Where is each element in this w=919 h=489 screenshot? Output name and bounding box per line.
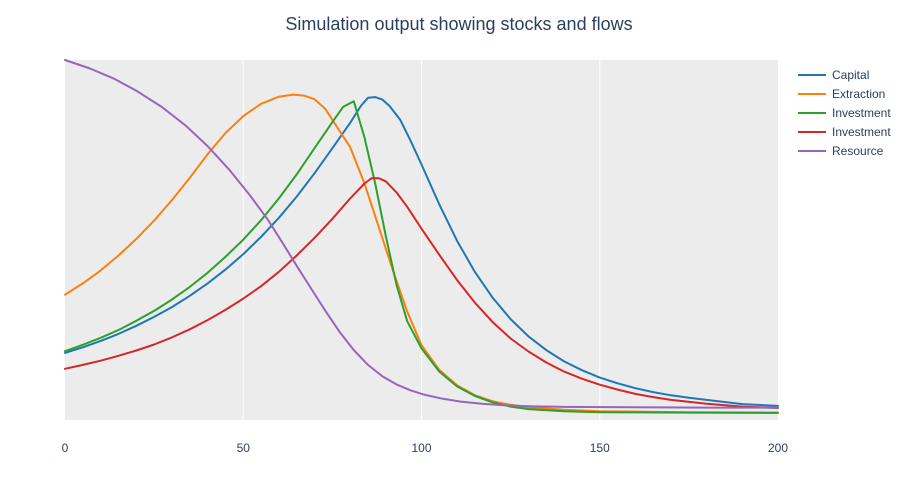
x-tick-label: 150 bbox=[590, 441, 610, 455]
legend-item[interactable]: Capital bbox=[798, 68, 869, 82]
legend-label: Extraction bbox=[832, 87, 885, 101]
legend-label: Investment bbox=[832, 125, 891, 139]
legend-label: Capital bbox=[832, 68, 869, 82]
chart-title: Simulation output showing stocks and flo… bbox=[285, 14, 632, 34]
legend-item[interactable]: Investment bbox=[798, 106, 891, 120]
legend-label: Resource bbox=[832, 144, 884, 158]
legend-item[interactable]: Investment bbox=[798, 125, 891, 139]
legend-label: Investment bbox=[832, 106, 891, 120]
legend-item[interactable]: Extraction bbox=[798, 87, 885, 101]
series-line-1 bbox=[64, 93, 779, 414]
series-line-4 bbox=[64, 59, 779, 409]
legend-item[interactable]: Resource bbox=[798, 144, 884, 158]
series-lines bbox=[64, 59, 779, 414]
x-tick-label: 0 bbox=[62, 441, 69, 455]
series-line-3 bbox=[64, 177, 779, 409]
legend[interactable]: Capital Extraction Investment Investment Res… bbox=[798, 68, 891, 158]
x-tick-label: 200 bbox=[768, 441, 788, 455]
series-line-0 bbox=[64, 96, 779, 407]
x-tick-label: 100 bbox=[411, 441, 431, 455]
x-tick-label: 50 bbox=[237, 441, 251, 455]
x-axis: 0 50 100 150 200 bbox=[62, 441, 789, 455]
